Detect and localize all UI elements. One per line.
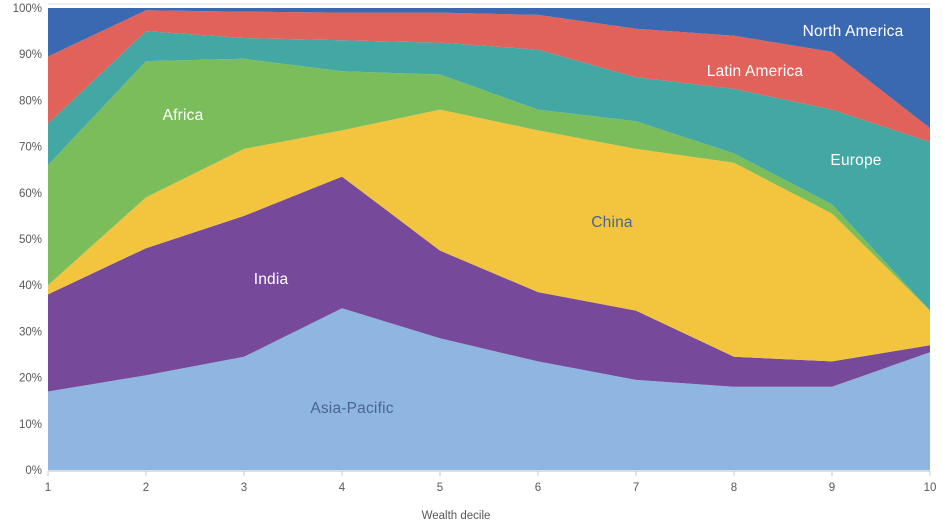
- x-tick-label: 9: [829, 482, 835, 494]
- x-tick-label: 6: [535, 482, 541, 494]
- y-tick-label: 70%: [19, 142, 42, 154]
- area-latin-america: [48, 10, 930, 142]
- y-tick-label: 40%: [19, 280, 42, 292]
- area-india: [48, 176, 930, 392]
- y-tick-label: 80%: [19, 95, 42, 107]
- area-asia-pacific: [48, 308, 930, 470]
- y-tick-label: 20%: [19, 373, 42, 385]
- y-tick-label: 90%: [19, 49, 42, 61]
- x-tick-label: 5: [437, 482, 443, 494]
- x-tick-label: 2: [143, 482, 149, 494]
- area-europe: [48, 31, 930, 311]
- y-tick-label: 10%: [19, 419, 42, 431]
- x-axis-title: Wealth decile: [422, 510, 491, 522]
- y-tick-label: 60%: [19, 188, 42, 200]
- y-tick-label: 30%: [19, 326, 42, 338]
- x-tick-label: 8: [731, 482, 737, 494]
- x-tick-label: 3: [241, 482, 247, 494]
- area-north-america: [48, 8, 930, 129]
- area-china: [48, 109, 930, 362]
- area-africa: [48, 58, 930, 311]
- x-tick-label: 7: [633, 482, 639, 494]
- y-tick-label: 0%: [25, 465, 42, 477]
- y-tick-label: 50%: [19, 234, 42, 246]
- y-tick-label: 100%: [13, 3, 42, 15]
- x-tick-label: 4: [339, 482, 346, 494]
- x-tick-label: 1: [45, 482, 51, 494]
- x-tick-label: 10: [924, 482, 937, 494]
